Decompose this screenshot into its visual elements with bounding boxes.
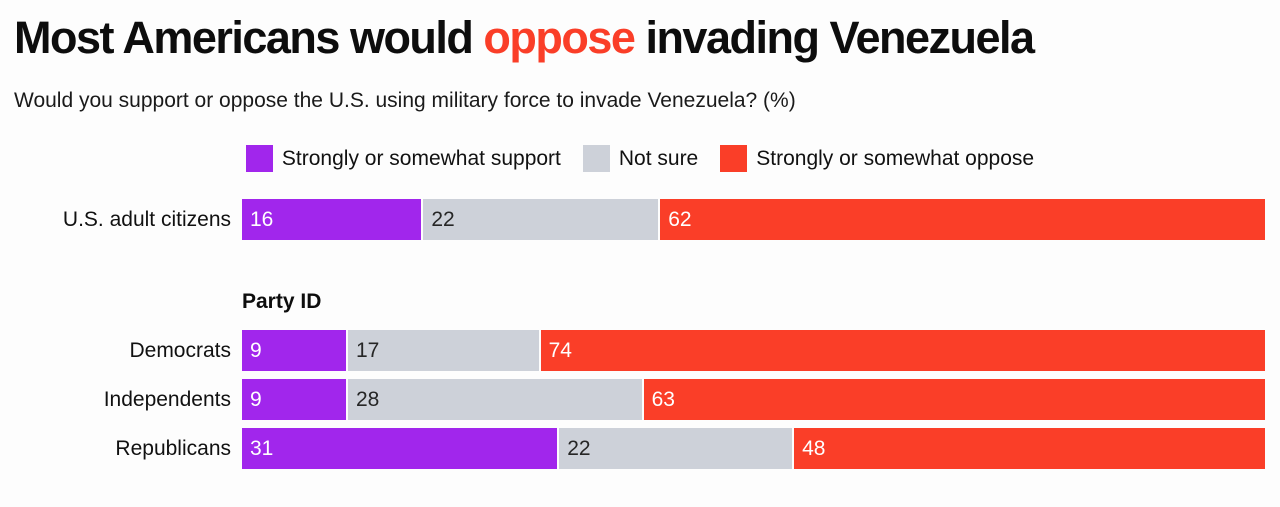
- bar-segment-not-sure: 17: [347, 330, 539, 371]
- title-suffix: invading Venezuela: [634, 12, 1035, 63]
- chart-subtitle: Would you support or oppose the U.S. usi…: [14, 88, 796, 112]
- oppose-swatch-icon: [720, 145, 748, 172]
- stacked-bar: 31 22 48: [242, 428, 1265, 469]
- legend-label: Not sure: [618, 146, 699, 170]
- segment-value-label: 22: [567, 436, 591, 460]
- bar-segment-not-sure: 22: [559, 428, 793, 469]
- bar-segment-oppose: 48: [794, 428, 1265, 469]
- bar-segment-oppose: 63: [643, 379, 1265, 420]
- segment-value-label: 28: [355, 387, 380, 411]
- segment-value-label: 17: [355, 338, 380, 362]
- bar-row: Independents 9 28 63: [0, 379, 1265, 420]
- legend-item-oppose: Strongly or somewhat oppose: [720, 145, 1034, 172]
- legend: Strongly or somewhat support Not sure St…: [0, 145, 1280, 172]
- bar-row: U.S. adult citizens 16 22 62: [0, 199, 1265, 240]
- segment-value-label: 31: [250, 436, 274, 460]
- bar-row: Democrats 9 17 74: [0, 330, 1265, 371]
- segment-value-label: 62: [668, 207, 692, 231]
- bar-row-group: Democrats 9 17 74 Independents 9 28 63 Repub…: [0, 330, 1265, 469]
- bar-segment-oppose: 62: [660, 199, 1265, 240]
- party-id-heading: Party ID: [242, 290, 322, 313]
- stacked-bar: 9 17 74: [242, 330, 1265, 371]
- title-prefix: Most Americans would: [14, 12, 484, 63]
- bar-row: Republicans 31 22 48: [0, 428, 1265, 469]
- chart: U.S. adult citizens 16 22 62 Party ID Demo…: [0, 199, 1280, 469]
- legend-label: Strongly or somewhat oppose: [756, 146, 1035, 170]
- row-label: Independents: [103, 387, 231, 411]
- segment-value-label: 9: [250, 338, 262, 362]
- bar-segment-oppose: 74: [540, 330, 1265, 371]
- segment-value-label: 48: [802, 436, 826, 460]
- segment-value-label: 22: [431, 207, 455, 231]
- row-label: Republicans: [115, 436, 231, 460]
- legend-item-support: Strongly or somewhat support: [245, 145, 561, 172]
- bar-segment-support: 9: [242, 330, 346, 371]
- not-sure-swatch-icon: [582, 145, 610, 172]
- bar-segment-support: 16: [242, 199, 422, 240]
- row-label: U.S. adult citizens: [62, 207, 231, 231]
- bar-row-group: U.S. adult citizens 16 22 62: [0, 199, 1265, 240]
- row-label: Democrats: [129, 338, 231, 362]
- segment-value-label: 9: [250, 387, 262, 411]
- segment-value-label: 16: [250, 207, 274, 231]
- segment-value-label: 63: [651, 387, 675, 411]
- segment-value-label: 74: [548, 338, 572, 362]
- page-title: Most Americans would oppose invading Ven…: [0, 0, 1280, 64]
- bar-segment-support: 9: [242, 379, 346, 420]
- stacked-bar: 9 28 63: [242, 379, 1265, 420]
- legend-label: Strongly or somewhat support: [281, 146, 561, 170]
- stacked-bar: 16 22 62: [242, 199, 1265, 240]
- legend-item-not-sure: Not sure: [582, 145, 699, 172]
- bar-segment-not-sure: 28: [347, 379, 642, 420]
- title-highlight-oppose: oppose: [483, 12, 636, 63]
- bar-segment-not-sure: 22: [423, 199, 659, 240]
- support-swatch-icon: [245, 145, 273, 172]
- bar-segment-support: 31: [242, 428, 558, 469]
